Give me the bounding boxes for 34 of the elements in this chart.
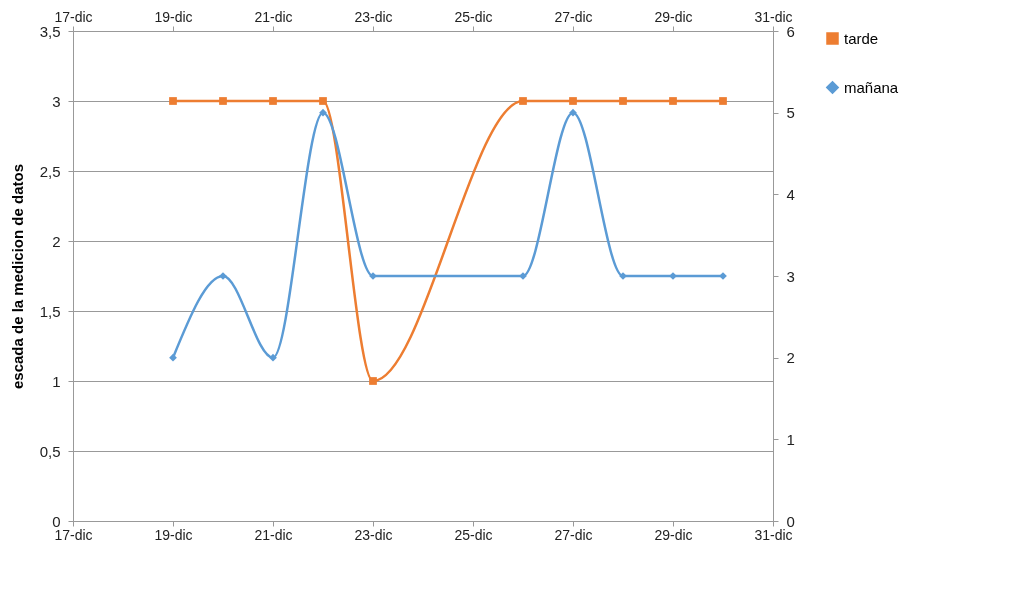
legend-label: tarde [844,29,879,47]
x2-tick-label: 27-dic [554,8,593,25]
y2-tick-label: 4 [786,185,795,203]
y2-tick-label: 3 [786,267,795,285]
point [169,353,177,362]
x2-tick-label: 29-dic [654,8,693,25]
x-tick-label: 23-dic [354,526,393,543]
point [319,108,327,117]
x2-tick-label: 21-dic [254,8,293,25]
x-tick-label: 27-dic [554,526,593,543]
x2-tick-label: 31-dic [754,8,793,25]
x2-tick-label: 25-dic [454,8,493,25]
y-tick-label: 2,5 [39,162,61,180]
x2-tick-label: 17-dic [54,8,93,25]
legend-label: mañana [844,78,899,96]
y-axis-title: escada de la medicion de datos [8,163,26,390]
y-tick-label: 3,5 [39,22,61,40]
x-tick-label: 25-dic [454,526,493,543]
x-tick-label: 29-dic [654,526,693,543]
x-tick-label: 21-dic [254,526,293,543]
y-tick-label: 3 [52,92,61,110]
y-tick-label: 2 [52,232,61,250]
y-tick-label: 1,5 [39,302,61,320]
y-tick-label: 0,5 [39,442,61,460]
point [269,353,277,362]
x-tick-label: 19-dic [154,526,193,543]
x2-tick-label: 23-dic [354,8,393,25]
y2-tick-label: 6 [786,22,795,40]
x2-tick-label: 19-dic [154,8,193,25]
y2-tick-label: 2 [786,349,795,367]
y-tick-label: 1 [52,372,61,390]
y2-tick-label: 5 [786,104,795,122]
point [569,108,577,117]
y2-tick-label: 1 [786,430,795,448]
